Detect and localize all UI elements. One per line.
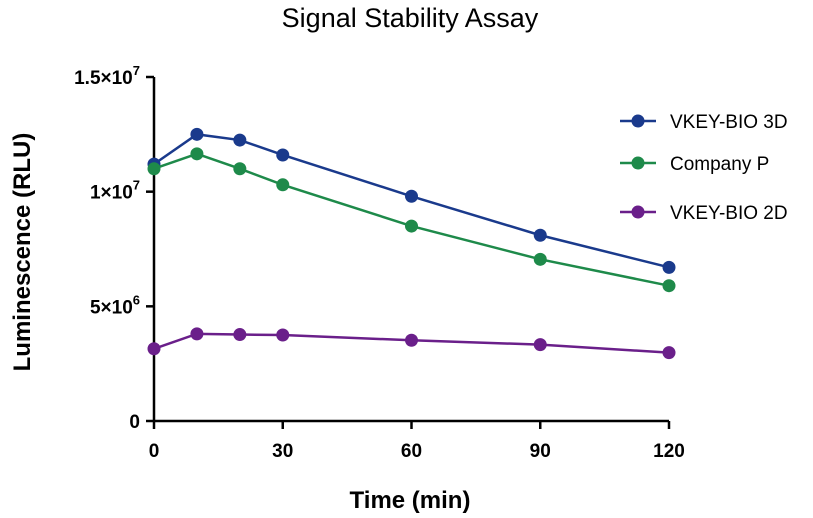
data-point: [147, 342, 161, 356]
legend-item: VKEY-BIO 2D: [620, 203, 788, 224]
legend-label: VKEY-BIO 3D: [670, 112, 788, 133]
y-tick-label: 1×107: [90, 178, 140, 204]
y-tick-label: 0: [129, 412, 140, 433]
legend-swatch-marker: [631, 114, 645, 128]
legend-swatch-marker: [631, 205, 645, 219]
data-point: [662, 346, 676, 360]
x-tick-label: 120: [653, 441, 685, 462]
y-tick-label: 1.5×107: [74, 63, 140, 89]
series-0: [147, 127, 676, 274]
axes: 0 5×106 1×107 1.5×107 0 30 60 90 120: [74, 63, 685, 462]
data-point: [276, 178, 290, 192]
data-point: [190, 327, 204, 341]
data-point: [147, 162, 161, 176]
data-point: [190, 127, 204, 141]
x-tick-label: 90: [530, 441, 551, 462]
legend-item: VKEY-BIO 3D: [620, 112, 788, 133]
data-point: [405, 189, 418, 203]
data-point: [662, 260, 676, 274]
data-point: [662, 279, 676, 293]
data-point: [190, 147, 204, 161]
x-tick-label: 60: [401, 441, 422, 462]
data-point: [276, 148, 290, 162]
legend: VKEY-BIO 3D Company P VKEY-BIO 2D: [620, 112, 788, 224]
data-point: [233, 328, 247, 342]
plot-area: [147, 127, 676, 360]
data-point: [405, 333, 418, 347]
data-point: [233, 162, 247, 176]
y-axis-label: Luminescence (RLU): [9, 133, 36, 372]
legend-swatch-marker: [631, 156, 645, 170]
series-1: [147, 147, 676, 293]
y-tick-label: 5×106: [90, 292, 140, 318]
data-point: [533, 338, 547, 352]
x-axis-label: Time (min): [350, 487, 471, 514]
legend-label: VKEY-BIO 2D: [670, 203, 788, 224]
legend-label: Company P: [670, 154, 769, 175]
series-2: [147, 327, 676, 360]
data-point: [533, 252, 547, 266]
x-tick-label: 0: [149, 441, 160, 462]
legend-item: Company P: [620, 154, 769, 175]
x-tick-label: 30: [272, 441, 293, 462]
data-point: [405, 219, 418, 233]
chart-title: Signal Stability Assay: [282, 3, 539, 33]
data-point: [276, 328, 290, 342]
data-point: [533, 228, 547, 242]
data-point: [233, 133, 247, 147]
